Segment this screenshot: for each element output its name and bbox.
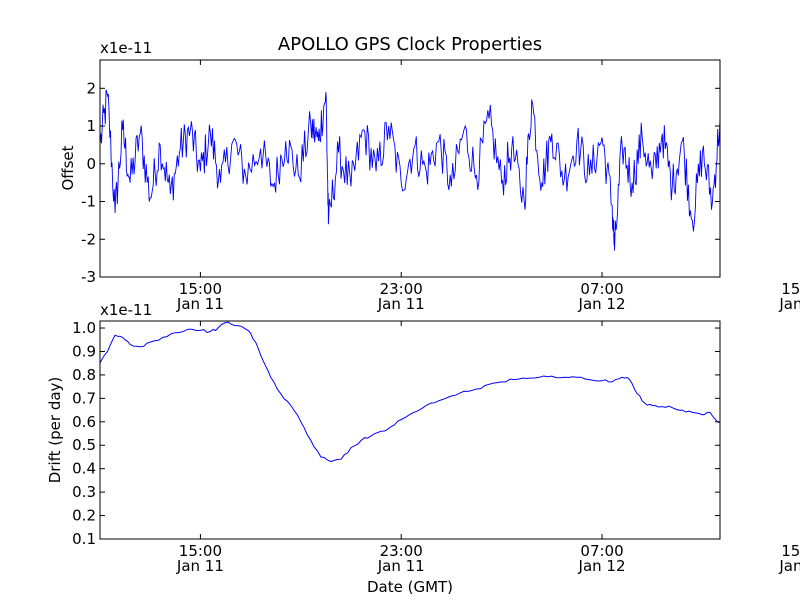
offset-y-tick-label: -2 [81,230,96,248]
offset-y-tick-label: 2 [86,79,96,97]
offset-x-tick-time: 23:00 [380,280,423,298]
offset-axes-frame [99,59,721,278]
drift-y-tick-label: 0.4 [72,460,96,478]
drift-x-tick-date: Jan 12 [778,557,800,575]
offset-y-tick-label: -1 [81,193,96,211]
drift-x-tick-date: Jan 11 [377,557,425,575]
offset-y-tick-label: 0 [86,155,96,173]
offset-scale-label: x1e-11 [100,39,152,57]
drift-axes-frame [99,320,721,540]
drift-x-tick-date: Jan 11 [176,557,224,575]
drift-y-tick-label: 0.2 [72,507,96,525]
drift-y-tick-label: 0.3 [72,483,96,501]
offset-y-tick-label: -3 [81,268,96,286]
chart-title: APOLLO GPS Clock Properties [278,34,542,55]
offset-plot-area [100,60,720,277]
offset-y-axis-label: Offset [59,145,77,190]
drift-y-tick-label: 0.9 [72,342,96,360]
drift-x-tick-date: Jan 12 [578,557,626,575]
offset-x-tick-date: Jan 12 [578,295,626,313]
drift-x-tick-time: 23:00 [380,542,423,560]
offset-x-tick-date: Jan 11 [377,295,425,313]
drift-x-tick-time: 15:00 [781,542,800,560]
offset-x-tick-time: 15:00 [781,280,800,298]
drift-y-tick-label: 0.6 [72,413,96,431]
offset-x-tick-date: Jan 12 [778,295,800,313]
drift-x-tick-time: 07:00 [580,542,623,560]
x-axis-label: Date (GMT) [367,578,453,596]
drift-y-tick-label: 1.0 [72,319,96,337]
drift-series-line [100,321,720,463]
drift-plot-area [100,321,720,539]
drift-y-tick-label: 0.5 [72,436,96,454]
offset-x-tick-time: 15:00 [179,280,222,298]
drift-x-tick-time: 15:00 [179,542,222,560]
offset-x-tick-date: Jan 11 [176,295,224,313]
drift-scale-label: x1e-11 [100,301,152,319]
offset-series-line [100,89,720,251]
offset-y-tick-label: 1 [86,117,96,135]
drift-y-tick-label: 0.7 [72,389,96,407]
offset-x-tick-time: 07:00 [580,280,623,298]
drift-y-axis-label: Drift (per day) [46,377,64,484]
drift-y-tick-label: 0.1 [72,530,96,548]
drift-y-tick-label: 0.8 [72,366,96,384]
